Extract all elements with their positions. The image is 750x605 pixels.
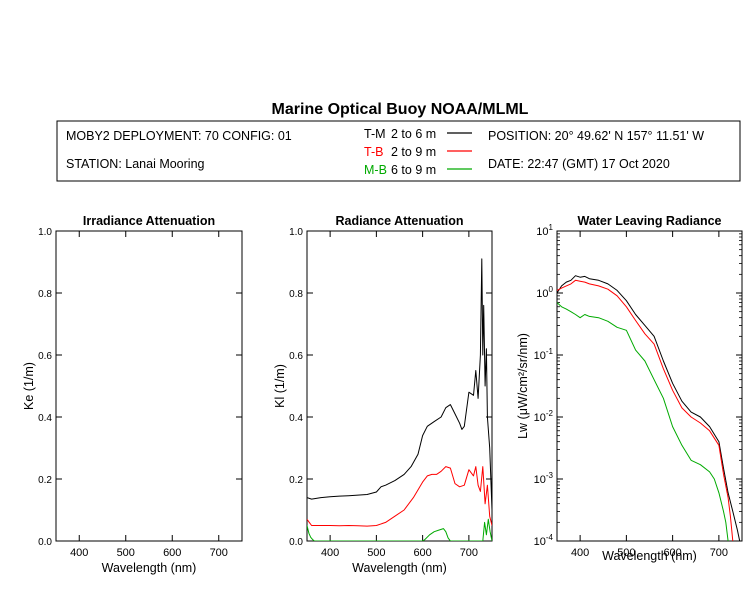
radiance-plot-frame <box>306 230 493 542</box>
deployment-text: MOBY2 DEPLOYMENT: 70 CONFIG: 01 <box>66 129 292 143</box>
water-leaving-title: Water Leaving Radiance <box>577 214 721 228</box>
water-leaving-series-t-m <box>557 275 742 541</box>
irradiance-ytick-label: 0.2 <box>38 475 52 486</box>
figure-title: Marine Optical Buoy NOAA/MLML <box>272 101 529 118</box>
irradiance-ytick-label: 0.6 <box>38 351 52 362</box>
irradiance-ytick-label: 0.0 <box>38 537 52 548</box>
water-leaving-ytick-label: 101 <box>536 223 553 238</box>
water-leaving-ytick-label: 10-1 <box>534 347 554 362</box>
water-leaving-plot-frame <box>556 230 743 542</box>
radiance-ytick-label: 0.2 <box>289 475 303 486</box>
irradiance-ytick-label: 0.4 <box>38 413 52 424</box>
info-box <box>56 120 741 182</box>
radiance-xtick-label: 400 <box>321 547 339 559</box>
water-leaving-ylabel: Lw (μW/cm²/sr/nm) <box>516 333 530 439</box>
water-leaving-xlabel: Wavelength (nm) <box>602 549 697 563</box>
water-leaving-xtick-label: 500 <box>617 547 635 559</box>
radiance-xlabel: Wavelength (nm) <box>352 561 447 575</box>
irradiance-ytick-label: 1.0 <box>38 227 52 238</box>
radiance-chart: Radiance Attenuation Wavelength (nm) Kl (1… <box>273 214 493 575</box>
radiance-ylabel: Kl (1/m) <box>273 364 287 408</box>
radiance-series-t-b <box>307 466 492 527</box>
legend-depth-mb: 6 to 9 m <box>391 163 436 177</box>
water-leaving-series-t-b <box>557 279 734 541</box>
radiance-ytick-label: 0.4 <box>289 413 303 424</box>
radiance-title: Radiance Attenuation <box>335 214 463 228</box>
radiance-xtick-label: 600 <box>413 547 431 559</box>
radiance-ytick-label: 1.0 <box>289 227 303 238</box>
irradiance-plot-frame <box>55 230 243 542</box>
water-leaving-series-m-b <box>557 302 729 541</box>
irradiance-chart: Irradiance Attenuation Wavelength (nm) Ke … <box>22 214 243 575</box>
legend-key-mb: M-B <box>364 163 387 177</box>
water-leaving-xtick-label: 700 <box>710 547 728 559</box>
irradiance-ylabel: Ke (1/m) <box>22 362 36 410</box>
legend-key-tm: T-M <box>364 127 386 141</box>
date-text: DATE: 22:47 (GMT) 17 Oct 2020 <box>488 157 670 171</box>
radiance-ytick-label: 0.0 <box>289 537 303 548</box>
irradiance-ytick-label: 0.8 <box>38 289 52 300</box>
water-leaving-chart: Water Leaving Radiance Wavelength (nm) Lw … <box>516 214 743 563</box>
legend: T-M 2 to 6 m T-B 2 to 9 m M-B 6 to 9 m <box>364 127 472 177</box>
water-leaving-ytick-label: 10-3 <box>534 471 554 486</box>
water-leaving-ytick-label: 100 <box>536 285 553 300</box>
radiance-xtick-label: 700 <box>460 547 478 559</box>
irradiance-xtick-label: 600 <box>163 547 181 559</box>
radiance-ytick-label: 0.8 <box>289 289 303 300</box>
radiance-series-m-b <box>307 518 492 541</box>
irradiance-xtick-label: 400 <box>70 547 88 559</box>
radiance-xtick-label: 500 <box>367 547 385 559</box>
legend-key-tb: T-B <box>364 145 383 159</box>
water-leaving-ytick-label: 10-2 <box>534 409 554 424</box>
radiance-series-t-m <box>307 258 492 511</box>
water-leaving-xtick-label: 400 <box>571 547 589 559</box>
legend-depth-tm: 2 to 6 m <box>391 127 436 141</box>
irradiance-title: Irradiance Attenuation <box>83 214 215 228</box>
irradiance-xtick-label: 700 <box>210 547 228 559</box>
irradiance-xlabel: Wavelength (nm) <box>102 561 197 575</box>
legend-depth-tb: 2 to 9 m <box>391 145 436 159</box>
radiance-ytick-label: 0.6 <box>289 351 303 362</box>
water-leaving-ytick-label: 10-4 <box>534 533 554 548</box>
water-leaving-xtick-label: 600 <box>663 547 681 559</box>
chart-panels: Irradiance Attenuation Wavelength (nm) Ke … <box>22 214 743 575</box>
position-text: POSITION: 20° 49.62' N 157° 11.51' W <box>488 129 704 143</box>
station-text: STATION: Lanai Mooring <box>66 157 205 171</box>
irradiance-xtick-label: 500 <box>117 547 135 559</box>
